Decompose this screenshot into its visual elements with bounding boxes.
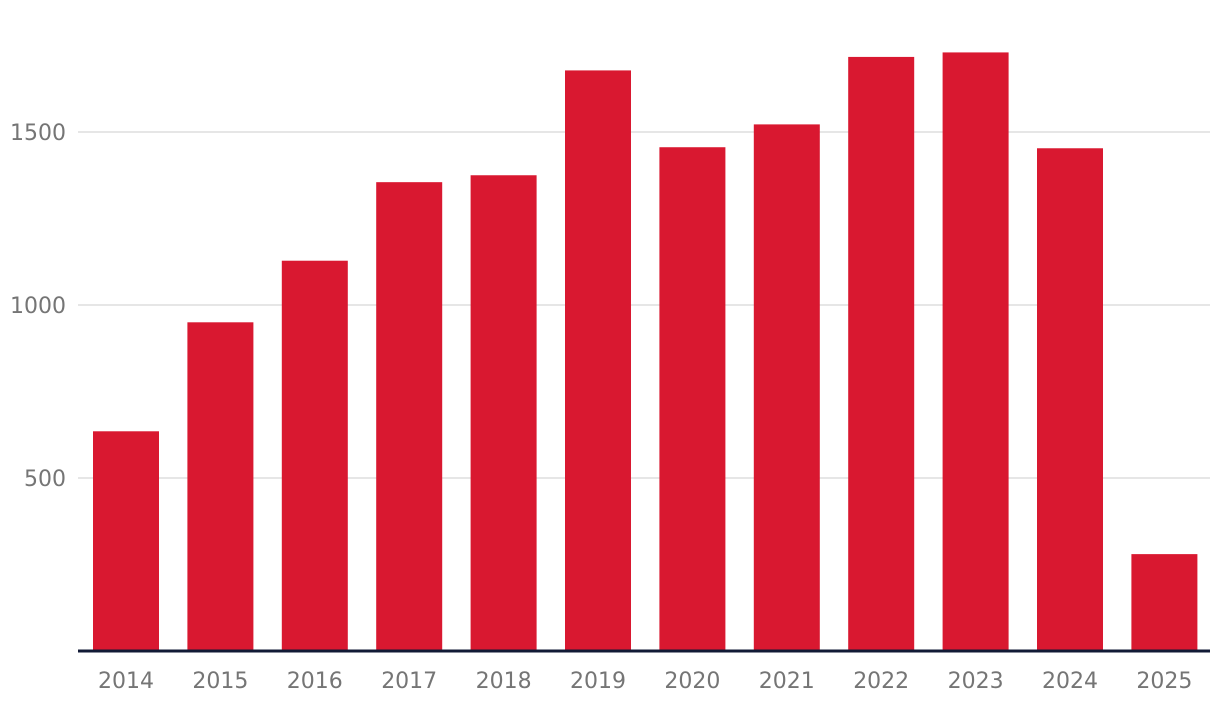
x-tick-label: 2017: [381, 669, 437, 694]
y-tick-label: 1500: [10, 121, 66, 146]
x-tick-label: 2015: [192, 669, 248, 694]
x-tick-label: 2025: [1136, 669, 1192, 694]
x-tick-label: 2014: [98, 669, 154, 694]
x-tick-label: 2019: [570, 669, 626, 694]
x-tick-label: 2018: [476, 669, 532, 694]
bar-2018: [470, 175, 537, 651]
y-tick-label: 500: [24, 467, 66, 492]
bar-2021: [753, 124, 820, 651]
bars: [93, 52, 1198, 652]
bar-2020: [659, 147, 726, 651]
x-tick-label: 2024: [1042, 669, 1098, 694]
bar-2022: [848, 56, 915, 652]
y-tick-label: 1000: [10, 294, 66, 319]
gridlines: [78, 131, 1210, 479]
x-axis-ticks: 2014 2015 2016 2017 2018 2019 2020 2021 2022 2023…: [98, 669, 1192, 694]
x-tick-label: 2022: [853, 669, 909, 694]
x-tick-label: 2020: [664, 669, 720, 694]
bar-2025: [1131, 554, 1198, 651]
bar-2024: [1037, 148, 1103, 651]
bar-2016: [281, 260, 348, 651]
bar-2023: [942, 52, 1009, 652]
x-tick-label: 2023: [948, 669, 1004, 694]
bar-2017: [376, 182, 443, 652]
bar-2019: [565, 70, 631, 652]
bar-2014: [93, 431, 159, 651]
bar-2015: [187, 322, 254, 651]
x-tick-label: 2016: [287, 669, 343, 694]
y-axis-ticks: 500 1000 1500: [10, 121, 66, 492]
x-tick-label: 2021: [759, 669, 815, 694]
